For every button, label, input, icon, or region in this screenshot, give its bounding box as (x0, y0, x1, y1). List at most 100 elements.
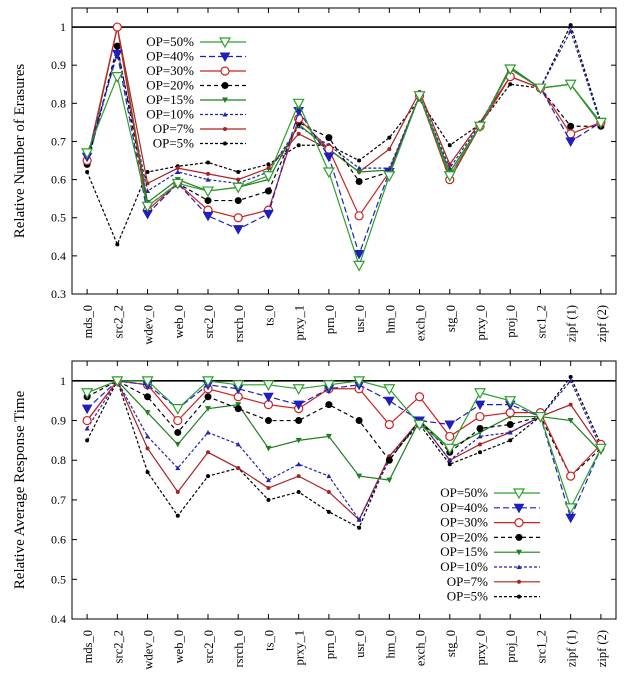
legend-marker (517, 579, 521, 584)
data-point (385, 456, 393, 464)
data-point (357, 525, 362, 530)
series-line (86, 380, 602, 481)
legend-label: OP=30% (440, 515, 488, 530)
data-point (447, 457, 453, 463)
data-point (145, 446, 150, 451)
data-point (201, 376, 215, 388)
data-point (236, 466, 241, 471)
data-point (326, 489, 331, 494)
legend-marker (222, 112, 228, 117)
data-point (568, 378, 574, 383)
x-tick-label: src1_2 (534, 305, 548, 338)
y-tick-label: 0.4 (51, 612, 66, 626)
data-point (111, 49, 123, 60)
y-tick-label: 1 (60, 374, 66, 388)
plot-frame (71, 7, 617, 295)
data-point (262, 380, 275, 392)
data-point (565, 137, 577, 147)
data-point (262, 171, 275, 183)
data-point (175, 489, 180, 494)
x-tick-label: prxy_0 (474, 630, 488, 665)
data-point (326, 473, 332, 479)
legend-label: OP=50% (146, 34, 194, 49)
x-tick-label: stg_0 (444, 305, 458, 332)
data-point (323, 152, 335, 163)
data-point (264, 417, 272, 425)
x-tick-label: rsrch_0 (232, 305, 246, 343)
series-line (86, 380, 602, 510)
data-point (263, 392, 274, 403)
data-point (567, 418, 574, 424)
data-point (234, 197, 242, 205)
x-tick-label: zipf (2) (595, 630, 609, 667)
legend-label: OP=20% (146, 78, 194, 93)
legend-marker (218, 37, 232, 49)
data-point (444, 420, 456, 431)
data-point (111, 376, 124, 388)
data-point (357, 158, 362, 163)
data-point (115, 242, 120, 247)
legend-marker (513, 503, 525, 514)
data-point (266, 162, 271, 167)
data-point (205, 406, 211, 412)
data-point (534, 83, 547, 95)
x-tick-label: ts_0 (262, 630, 276, 651)
data-point (354, 211, 364, 221)
data-point (171, 178, 184, 190)
data-point (81, 148, 94, 160)
legend-marker (223, 141, 227, 146)
data-point (264, 187, 272, 195)
legend-marker (221, 82, 229, 89)
data-point (174, 428, 182, 436)
data-point (508, 82, 513, 87)
data-point (296, 131, 301, 136)
y-tick-label: 0.5 (51, 572, 66, 586)
legend-marker (219, 52, 231, 63)
x-tick-label: rsrch_0 (232, 630, 246, 668)
series-line (86, 68, 602, 268)
data-point (174, 441, 181, 448)
legend-marker (220, 66, 230, 76)
x-tick-label: proj_0 (504, 305, 518, 338)
series-op10 (84, 378, 604, 522)
data-point (85, 438, 90, 443)
data-point (82, 415, 92, 426)
data-point (568, 23, 573, 28)
series-line (86, 379, 602, 521)
data-point (355, 178, 363, 186)
data-point (175, 513, 180, 518)
data-point (386, 477, 393, 484)
legend-marker (516, 549, 522, 556)
data-point (476, 424, 484, 432)
legend-marker (517, 594, 521, 599)
x-tick-label: usr_0 (353, 630, 367, 658)
data-point (232, 182, 245, 194)
data-point (235, 441, 241, 447)
data-point (81, 388, 94, 399)
legend-label: OP=50% (440, 485, 488, 500)
series-op7 (85, 378, 603, 522)
data-point (235, 402, 242, 408)
data-point (474, 400, 486, 411)
data-point (414, 392, 425, 402)
data-point (144, 393, 152, 401)
x-tick-label: mds_0 (81, 305, 95, 338)
x-tick-label: prn_0 (323, 305, 337, 334)
data-point (534, 411, 547, 423)
data-point (175, 465, 181, 471)
legend-label: OP=15% (146, 92, 194, 107)
data-point (145, 169, 150, 174)
data-point (296, 461, 302, 467)
data-point (173, 415, 183, 426)
data-point (508, 438, 513, 443)
x-tick-label: exch_0 (414, 630, 428, 666)
data-point (232, 225, 244, 235)
legend-label: OP=7% (153, 121, 194, 136)
data-point (568, 402, 573, 407)
data-point (292, 98, 305, 110)
data-point (296, 474, 301, 479)
data-point (232, 380, 245, 392)
y-tick-label: 0.9 (51, 58, 66, 72)
x-tick-label: proj_0 (504, 630, 518, 663)
